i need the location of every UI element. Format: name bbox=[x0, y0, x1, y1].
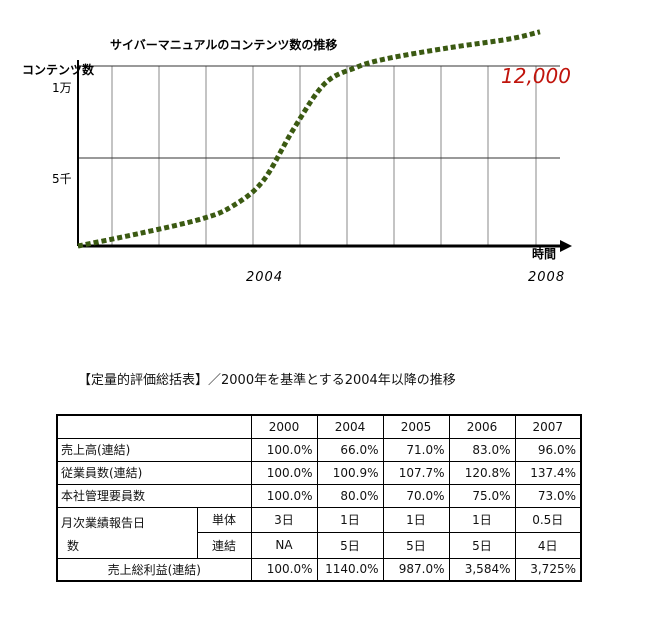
table-row: 売上高(連結) 100.0% 66.0% 71.0% 83.0% 96.0% bbox=[57, 438, 581, 461]
series-line bbox=[78, 32, 540, 246]
sub-label: 単体 bbox=[197, 507, 251, 533]
chart-title: サイバーマニュアルのコンテンツ数の推移 bbox=[110, 37, 337, 52]
y-axis-label: コンテンツ数 bbox=[22, 62, 95, 77]
year-header: 2004 bbox=[317, 415, 383, 438]
table-cell: 66.0% bbox=[317, 438, 383, 461]
x-axis-label: 時間 bbox=[532, 246, 556, 261]
table-cell: 70.0% bbox=[383, 484, 449, 507]
year-header: 2005 bbox=[383, 415, 449, 438]
summary-table: 2000 2004 2005 2006 2007 売上高(連結) 100.0% … bbox=[56, 414, 582, 582]
table-cell: NA bbox=[251, 533, 317, 559]
table-cell: 1140.0% bbox=[317, 558, 383, 581]
row-label: 売上総利益(連結) bbox=[57, 558, 251, 581]
chart-series bbox=[78, 32, 540, 246]
table-cell: 3,584% bbox=[449, 558, 515, 581]
table-cell: 5日 bbox=[317, 533, 383, 559]
table-row: 従業員数(連結) 100.0% 100.9% 107.7% 120.8% 137… bbox=[57, 461, 581, 484]
y-tick-label: 1万 bbox=[52, 81, 72, 95]
sub-label: 連結 bbox=[197, 533, 251, 559]
table-header-row: 2000 2004 2005 2006 2007 bbox=[57, 415, 581, 438]
header-empty-cell bbox=[57, 415, 251, 438]
table-cell: 83.0% bbox=[449, 438, 515, 461]
row-label: 従業員数(連結) bbox=[57, 461, 251, 484]
table-cell: 96.0% bbox=[515, 438, 581, 461]
row-label: 本社管理要員数 bbox=[57, 484, 251, 507]
table-cell: 100.0% bbox=[251, 438, 317, 461]
table-cell: 5日 bbox=[383, 533, 449, 559]
table-cell: 987.0% bbox=[383, 558, 449, 581]
table-cell: 107.7% bbox=[383, 461, 449, 484]
report-days-label: 月次業績報告日 数 bbox=[57, 507, 197, 558]
x-tick-label: 2008 bbox=[528, 270, 565, 285]
table-cell: 1日 bbox=[317, 507, 383, 533]
table-row: 売上総利益(連結) 100.0% 1140.0% 987.0% 3,584% 3… bbox=[57, 558, 581, 581]
table-cell: 3,725% bbox=[515, 558, 581, 581]
table-title: 【定量的評価総括表】／2000年を基準とする2004年以降の推移 bbox=[78, 369, 456, 388]
table-cell: 3日 bbox=[251, 507, 317, 533]
table-cell: 100.9% bbox=[317, 461, 383, 484]
table-cell: 71.0% bbox=[383, 438, 449, 461]
table-row: 月次業績報告日 数 単体 3日 1日 1日 1日 0.5日 bbox=[57, 507, 581, 533]
year-header: 2000 bbox=[251, 415, 317, 438]
table-cell: 0.5日 bbox=[515, 507, 581, 533]
year-header: 2007 bbox=[515, 415, 581, 438]
table-cell: 80.0% bbox=[317, 484, 383, 507]
table-cell: 100.0% bbox=[251, 558, 317, 581]
x-axis-arrow bbox=[560, 240, 572, 252]
report-days-label-line1: 月次業績報告日 bbox=[61, 516, 145, 530]
table-cell: 1日 bbox=[383, 507, 449, 533]
year-header: 2006 bbox=[449, 415, 515, 438]
table-cell: 120.8% bbox=[449, 461, 515, 484]
report-days-label-line2: 数 bbox=[61, 539, 79, 553]
x-tick-label: 2004 bbox=[246, 270, 283, 285]
table-cell: 75.0% bbox=[449, 484, 515, 507]
y-tick-label: 5千 bbox=[52, 172, 72, 186]
table-cell: 100.0% bbox=[251, 484, 317, 507]
table-cell: 137.4% bbox=[515, 461, 581, 484]
table-cell: 100.0% bbox=[251, 461, 317, 484]
table-cell: 5日 bbox=[449, 533, 515, 559]
chart-grid bbox=[78, 60, 572, 252]
table-row: 本社管理要員数 100.0% 80.0% 70.0% 75.0% 73.0% bbox=[57, 484, 581, 507]
table-cell: 4日 bbox=[515, 533, 581, 559]
table-cell: 1日 bbox=[449, 507, 515, 533]
content-growth-chart: サイバーマニュアルのコンテンツ数の推移 コンテンツ数 1万 5千 時間 2004… bbox=[0, 0, 645, 300]
table-cell: 73.0% bbox=[515, 484, 581, 507]
row-label: 売上高(連結) bbox=[57, 438, 251, 461]
value-annotation: 12,000 bbox=[501, 64, 571, 88]
